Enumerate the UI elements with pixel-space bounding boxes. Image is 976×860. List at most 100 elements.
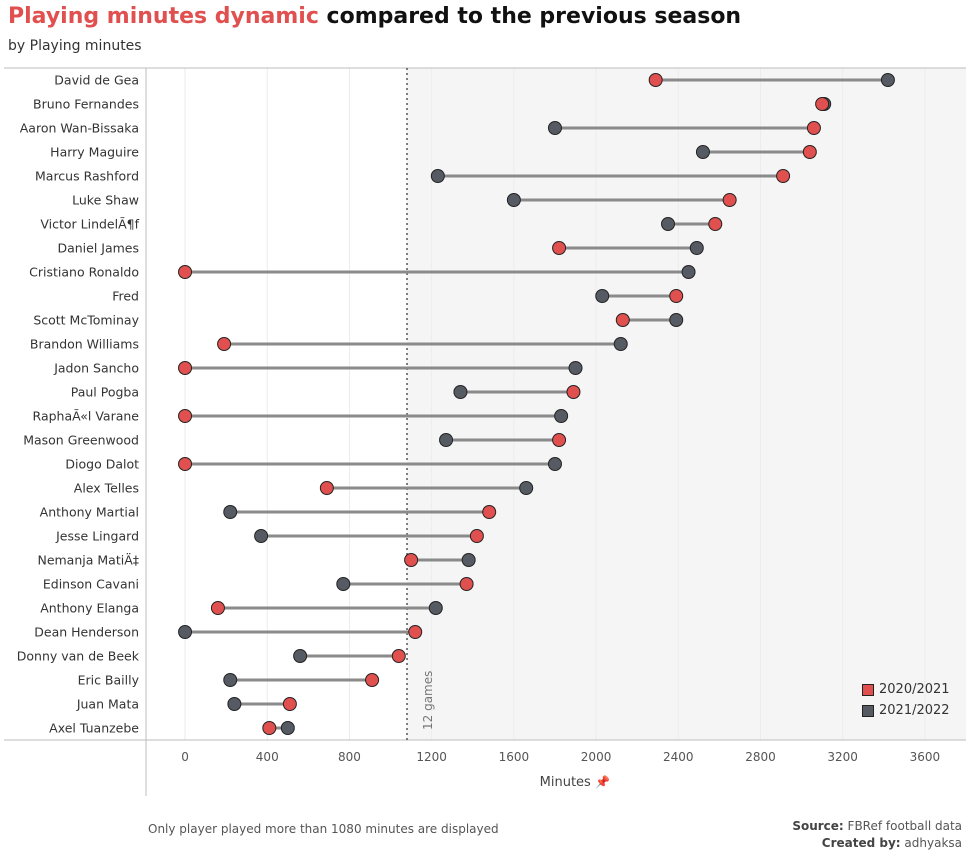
point-2020-2021[interactable] <box>178 265 193 279</box>
point-2020-2021[interactable] <box>210 601 225 615</box>
point-2021-2022[interactable] <box>178 625 193 639</box>
credits: Source: FBRef football data Created by: … <box>792 818 962 852</box>
player-label: Brandon Williams <box>30 337 139 352</box>
point-2020-2021[interactable] <box>708 217 723 231</box>
player-label: Harry Maguire <box>50 145 139 160</box>
x-tick-label: 3200 <box>827 750 858 764</box>
point-2020-2021[interactable] <box>319 481 334 495</box>
point-2020-2021[interactable] <box>482 505 497 519</box>
legend-item-2020[interactable]: 2020/2021 <box>862 679 950 700</box>
point-2020-2021[interactable] <box>802 145 817 159</box>
point-2020-2021[interactable] <box>282 697 297 711</box>
point-2021-2022[interactable] <box>547 121 562 135</box>
point-2021-2022[interactable] <box>681 265 696 279</box>
point-2020-2021[interactable] <box>365 673 380 687</box>
player-label: Eric Bailly <box>78 673 140 688</box>
created-line: Created by: adhyaksa <box>792 835 962 852</box>
point-2020-2021[interactable] <box>776 169 791 183</box>
point-2020-2021[interactable] <box>615 313 630 327</box>
point-2020-2021[interactable] <box>669 289 684 303</box>
pin-icon[interactable]: 📌 <box>595 774 610 789</box>
x-tick-label: 800 <box>338 750 361 764</box>
chart-title: Playing minutes dynamic compared to the … <box>8 4 741 29</box>
legend-swatch-2020 <box>862 683 874 696</box>
point-2020-2021[interactable] <box>459 577 474 591</box>
point-2021-2022[interactable] <box>428 601 443 615</box>
point-2020-2021[interactable] <box>552 241 567 255</box>
point-2021-2022[interactable] <box>223 505 238 519</box>
shaded-region <box>407 68 966 740</box>
player-label: Cristiano Ronaldo <box>29 265 139 280</box>
point-2021-2022[interactable] <box>661 217 676 231</box>
chart-subtitle: by Playing minutes <box>8 38 142 54</box>
x-tick-label: 2800 <box>745 750 776 764</box>
player-label: Aaron Wan-Bissaka <box>20 121 139 136</box>
legend-item-2021[interactable]: 2021/2022 <box>862 700 950 721</box>
point-2021-2022[interactable] <box>547 457 562 471</box>
point-2021-2022[interactable] <box>689 241 704 255</box>
player-label: Mason Greenwood <box>23 433 139 448</box>
point-2020-2021[interactable] <box>648 73 663 87</box>
point-2021-2022[interactable] <box>613 337 628 351</box>
point-2021-2022[interactable] <box>439 433 454 447</box>
x-tick-label: 1600 <box>499 750 530 764</box>
player-label: Dean Henderson <box>34 625 139 640</box>
player-label: Nemanja MatiÄ‡ <box>37 553 139 568</box>
point-2021-2022[interactable] <box>227 697 242 711</box>
point-2020-2021[interactable] <box>178 457 193 471</box>
point-2021-2022[interactable] <box>695 145 710 159</box>
point-2021-2022[interactable] <box>554 409 569 423</box>
player-label: Bruno Fernandes <box>33 97 139 112</box>
player-label: RaphaÃ«l Varane <box>33 409 140 424</box>
point-2020-2021[interactable] <box>552 433 567 447</box>
point-2021-2022[interactable] <box>453 385 468 399</box>
source-label: Source: <box>792 819 844 833</box>
point-2021-2022[interactable] <box>223 673 238 687</box>
title-rest: compared to the previous season <box>318 4 742 29</box>
reference-line-label: 12 games <box>421 671 435 730</box>
point-2020-2021[interactable] <box>178 361 193 375</box>
player-label: Alex Telles <box>74 481 139 496</box>
x-tick-label: 2000 <box>581 750 612 764</box>
player-label: Victor LindelÃ¶f <box>40 217 139 232</box>
player-label: Scott McTominay <box>33 313 139 328</box>
x-tick-label: 2400 <box>663 750 694 764</box>
point-2021-2022[interactable] <box>461 553 476 567</box>
point-2021-2022[interactable] <box>595 289 610 303</box>
point-2021-2022[interactable] <box>880 73 895 87</box>
player-label: Jesse Lingard <box>55 529 139 544</box>
point-2021-2022[interactable] <box>519 481 534 495</box>
point-2020-2021[interactable] <box>806 121 821 135</box>
point-2020-2021[interactable] <box>566 385 581 399</box>
point-2021-2022[interactable] <box>280 721 295 735</box>
point-2021-2022[interactable] <box>430 169 445 183</box>
source-line: Source: FBRef football data <box>792 818 962 835</box>
point-2020-2021[interactable] <box>408 625 423 639</box>
x-tick-label: 3600 <box>910 750 941 764</box>
point-2021-2022[interactable] <box>293 649 308 663</box>
point-2020-2021[interactable] <box>469 529 484 543</box>
point-2021-2022[interactable] <box>669 313 684 327</box>
point-2020-2021[interactable] <box>217 337 232 351</box>
player-label: Marcus Rashford <box>35 169 139 184</box>
point-2021-2022[interactable] <box>336 577 351 591</box>
point-2020-2021[interactable] <box>815 97 830 111</box>
point-2021-2022[interactable] <box>254 529 269 543</box>
point-2021-2022[interactable] <box>506 193 521 207</box>
point-2020-2021[interactable] <box>722 193 737 207</box>
player-label: Axel Tuanzebe <box>49 721 139 736</box>
legend[interactable]: 2020/2021 2021/2022 <box>862 679 950 721</box>
point-2020-2021[interactable] <box>391 649 406 663</box>
x-axis-title: Minutes <box>540 775 591 790</box>
point-2020-2021[interactable] <box>178 409 193 423</box>
player-label: Jadon Sancho <box>53 361 139 376</box>
legend-swatch-2021 <box>862 704 874 717</box>
point-2020-2021[interactable] <box>262 721 277 735</box>
legend-label-2021: 2021/2022 <box>879 703 950 718</box>
x-tick-label: 0 <box>181 750 189 764</box>
point-2020-2021[interactable] <box>404 553 419 567</box>
point-2021-2022[interactable] <box>568 361 583 375</box>
player-label: Fred <box>112 289 139 304</box>
player-label: Luke Shaw <box>72 193 139 208</box>
